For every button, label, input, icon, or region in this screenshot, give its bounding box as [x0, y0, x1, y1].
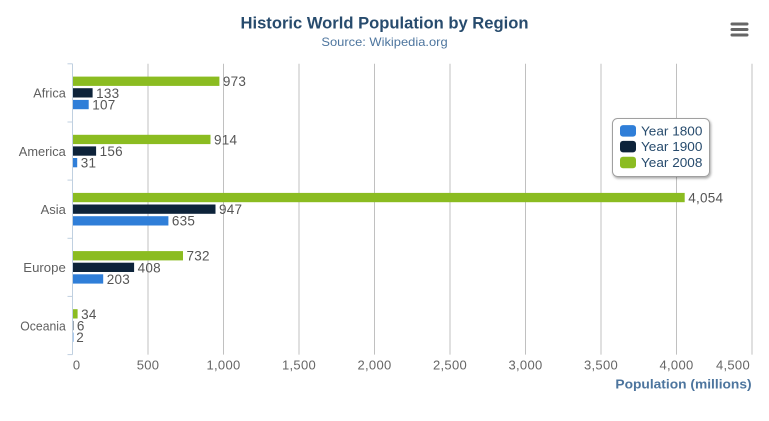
- svg-text:Year 2008: Year 2008: [641, 155, 702, 170]
- svg-text:635: 635: [172, 214, 195, 229]
- svg-text:914: 914: [214, 132, 238, 147]
- svg-text:Africa: Africa: [33, 86, 66, 101]
- svg-text:Europe: Europe: [23, 260, 66, 275]
- svg-text:4,054: 4,054: [688, 191, 723, 206]
- svg-text:732: 732: [187, 249, 210, 264]
- svg-text:2: 2: [76, 330, 84, 345]
- svg-text:Source: Wikipedia.org: Source: Wikipedia.org: [321, 35, 447, 49]
- svg-text:4,000: 4,000: [659, 358, 693, 373]
- svg-text:Population (millions): Population (millions): [615, 377, 751, 392]
- svg-text:3,500: 3,500: [584, 358, 618, 373]
- svg-text:4,500: 4,500: [716, 358, 750, 373]
- svg-text:1,000: 1,000: [206, 358, 240, 373]
- svg-text:973: 973: [223, 74, 246, 89]
- svg-text:America: America: [19, 144, 67, 159]
- svg-text:Year 1800: Year 1800: [641, 123, 702, 138]
- svg-text:Oceania: Oceania: [20, 318, 66, 333]
- svg-text:Historic World Population by R: Historic World Population by Region: [241, 13, 529, 32]
- svg-text:1,500: 1,500: [282, 358, 316, 373]
- svg-text:203: 203: [107, 272, 130, 287]
- svg-text:500: 500: [137, 358, 160, 373]
- svg-text:31: 31: [81, 156, 97, 171]
- svg-text:Asia: Asia: [41, 202, 67, 217]
- svg-text:Year 1900: Year 1900: [641, 139, 702, 154]
- svg-text:107: 107: [92, 97, 115, 112]
- svg-text:408: 408: [138, 260, 161, 275]
- svg-text:947: 947: [219, 202, 242, 217]
- svg-text:2,500: 2,500: [433, 358, 467, 373]
- svg-text:3,000: 3,000: [508, 358, 542, 373]
- svg-text:2,000: 2,000: [357, 358, 391, 373]
- svg-text:0: 0: [73, 358, 81, 373]
- svg-text:156: 156: [100, 144, 123, 159]
